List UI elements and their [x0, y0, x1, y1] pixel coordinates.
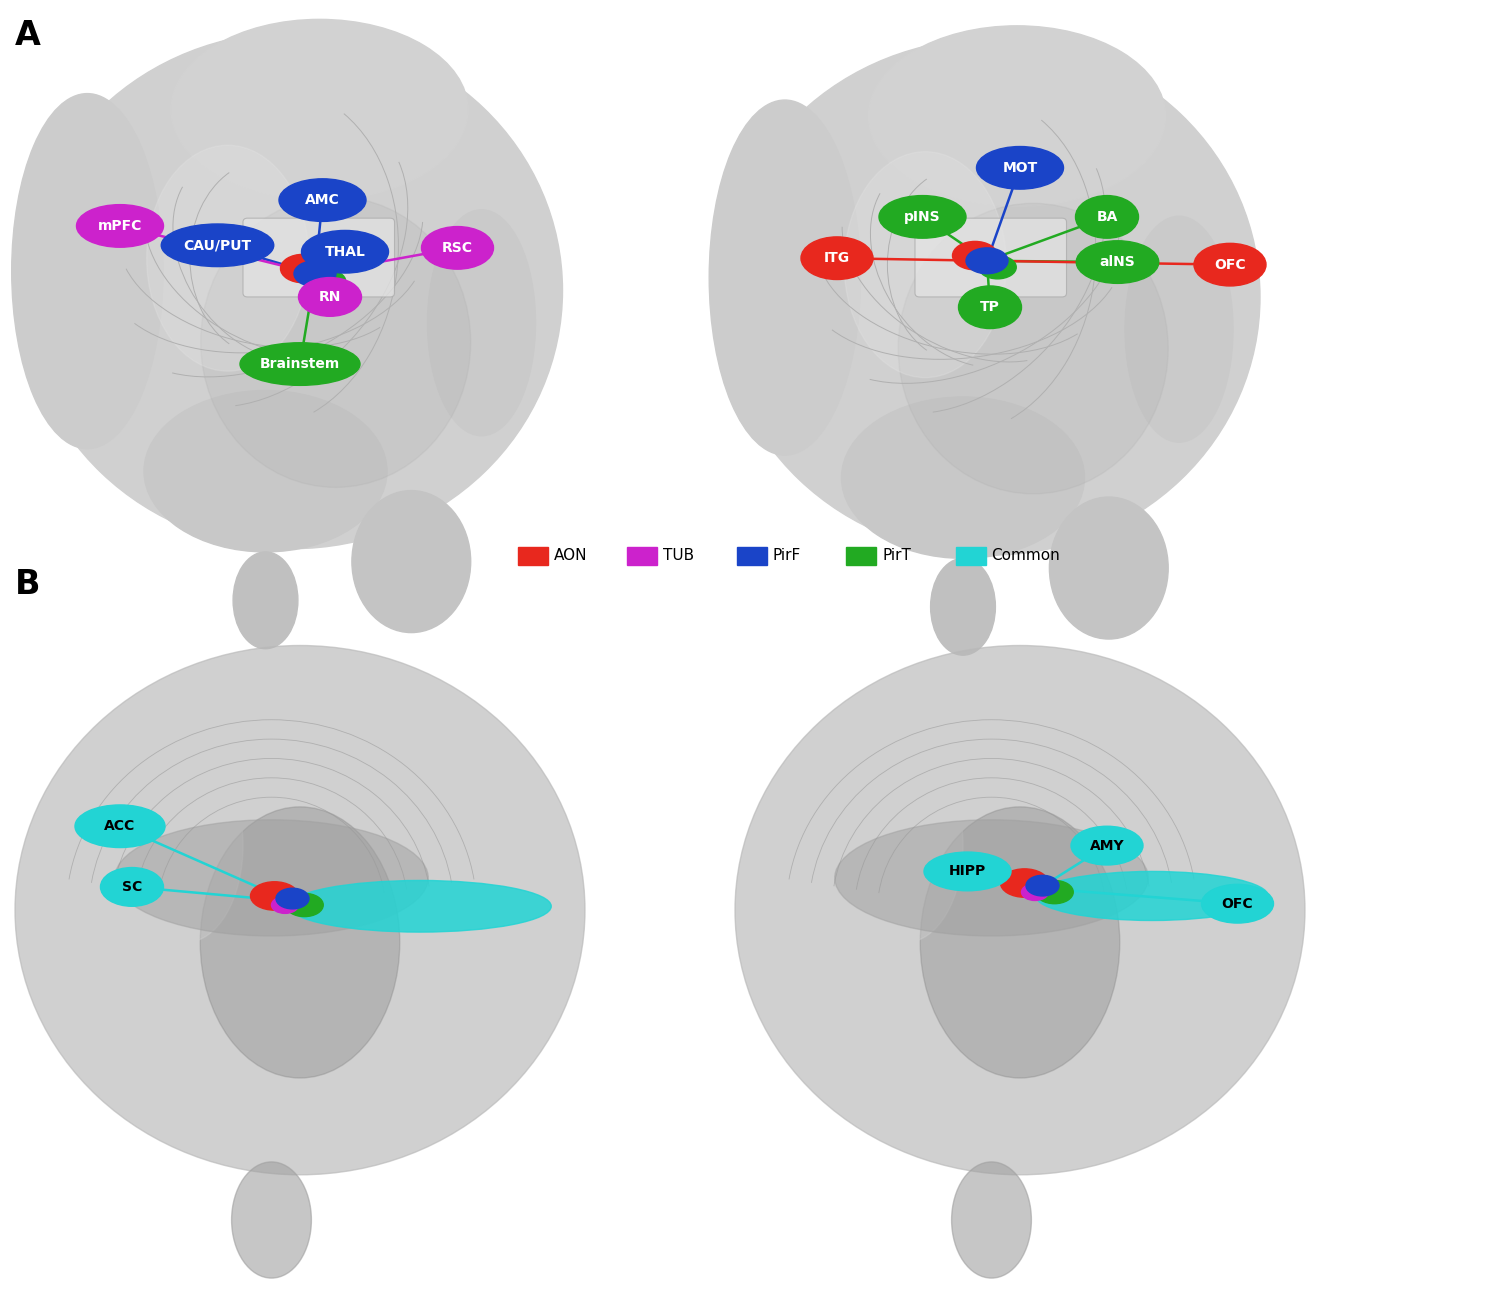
Ellipse shape — [302, 230, 388, 272]
Ellipse shape — [849, 749, 963, 942]
Ellipse shape — [76, 204, 164, 247]
Text: SC: SC — [122, 880, 142, 893]
Ellipse shape — [801, 238, 873, 280]
Ellipse shape — [232, 551, 298, 648]
Ellipse shape — [75, 806, 165, 847]
Ellipse shape — [1022, 883, 1048, 901]
Ellipse shape — [171, 19, 468, 200]
Text: ITG: ITG — [824, 252, 850, 265]
Text: pINS: pINS — [904, 210, 940, 223]
Text: B: B — [15, 568, 40, 602]
Ellipse shape — [285, 893, 324, 917]
Text: AMC: AMC — [304, 194, 340, 207]
Ellipse shape — [898, 203, 1168, 494]
Ellipse shape — [279, 178, 366, 222]
Ellipse shape — [114, 820, 429, 936]
Ellipse shape — [921, 807, 1119, 1078]
Ellipse shape — [298, 278, 362, 316]
Text: MOT: MOT — [1002, 161, 1038, 174]
Text: mPFC: mPFC — [98, 219, 142, 232]
Text: ACC: ACC — [105, 820, 135, 833]
Ellipse shape — [309, 270, 345, 293]
Ellipse shape — [844, 151, 1006, 377]
Ellipse shape — [280, 254, 326, 283]
Text: CAU/PUT: CAU/PUT — [183, 239, 252, 252]
Bar — [846, 546, 876, 565]
Ellipse shape — [294, 261, 336, 287]
Ellipse shape — [144, 390, 387, 553]
Ellipse shape — [966, 248, 1008, 274]
Ellipse shape — [710, 99, 861, 454]
Ellipse shape — [290, 880, 552, 932]
Ellipse shape — [160, 223, 273, 266]
Bar — [736, 546, 766, 565]
Ellipse shape — [251, 882, 298, 910]
Ellipse shape — [201, 807, 399, 1078]
Bar — [956, 546, 986, 565]
Text: alNS: alNS — [1100, 256, 1136, 269]
Ellipse shape — [879, 196, 966, 239]
Ellipse shape — [1071, 826, 1143, 865]
Ellipse shape — [1026, 875, 1059, 896]
Text: RSC: RSC — [442, 241, 472, 254]
FancyBboxPatch shape — [243, 218, 394, 297]
Text: THAL: THAL — [324, 245, 366, 258]
Text: TP: TP — [980, 301, 1000, 314]
Ellipse shape — [100, 868, 164, 906]
Ellipse shape — [1202, 884, 1274, 923]
Ellipse shape — [129, 749, 243, 942]
Text: HIPP: HIPP — [950, 865, 986, 878]
FancyBboxPatch shape — [915, 218, 1066, 297]
Text: Brainstem: Brainstem — [260, 358, 340, 371]
Ellipse shape — [720, 39, 1260, 555]
Text: BA: BA — [1096, 210, 1118, 223]
Ellipse shape — [951, 1162, 1032, 1278]
Ellipse shape — [22, 32, 562, 549]
Text: Common: Common — [992, 549, 1060, 563]
Ellipse shape — [1077, 240, 1158, 283]
Text: A: A — [15, 19, 40, 53]
Ellipse shape — [978, 256, 1017, 279]
Ellipse shape — [1194, 243, 1266, 285]
Ellipse shape — [1000, 869, 1048, 897]
Text: TUB: TUB — [663, 549, 694, 563]
Ellipse shape — [1050, 497, 1168, 639]
Ellipse shape — [976, 146, 1064, 188]
Text: OFC: OFC — [1214, 258, 1246, 271]
Ellipse shape — [952, 241, 998, 270]
Text: OFC: OFC — [1221, 897, 1254, 910]
Ellipse shape — [422, 226, 494, 269]
Ellipse shape — [924, 852, 1011, 891]
Ellipse shape — [272, 896, 298, 914]
Ellipse shape — [240, 342, 360, 385]
Ellipse shape — [735, 646, 1305, 1175]
Ellipse shape — [427, 209, 536, 435]
Ellipse shape — [1076, 196, 1138, 239]
Ellipse shape — [868, 26, 1166, 207]
Bar — [518, 546, 548, 565]
Text: RN: RN — [320, 290, 340, 303]
Ellipse shape — [12, 93, 164, 448]
Ellipse shape — [958, 285, 1022, 329]
Ellipse shape — [352, 491, 471, 633]
Ellipse shape — [147, 145, 309, 372]
Ellipse shape — [1035, 880, 1074, 904]
Text: AMY: AMY — [1089, 839, 1125, 852]
Ellipse shape — [231, 1162, 312, 1278]
Ellipse shape — [276, 888, 309, 909]
Ellipse shape — [842, 396, 1084, 558]
Ellipse shape — [930, 558, 996, 655]
Ellipse shape — [1125, 216, 1233, 442]
Text: PirT: PirT — [882, 549, 910, 563]
Ellipse shape — [201, 196, 471, 487]
Ellipse shape — [1035, 871, 1268, 920]
Ellipse shape — [834, 820, 1149, 936]
Bar — [627, 546, 657, 565]
Text: AON: AON — [554, 549, 586, 563]
Text: PirF: PirF — [772, 549, 801, 563]
Ellipse shape — [15, 646, 585, 1175]
